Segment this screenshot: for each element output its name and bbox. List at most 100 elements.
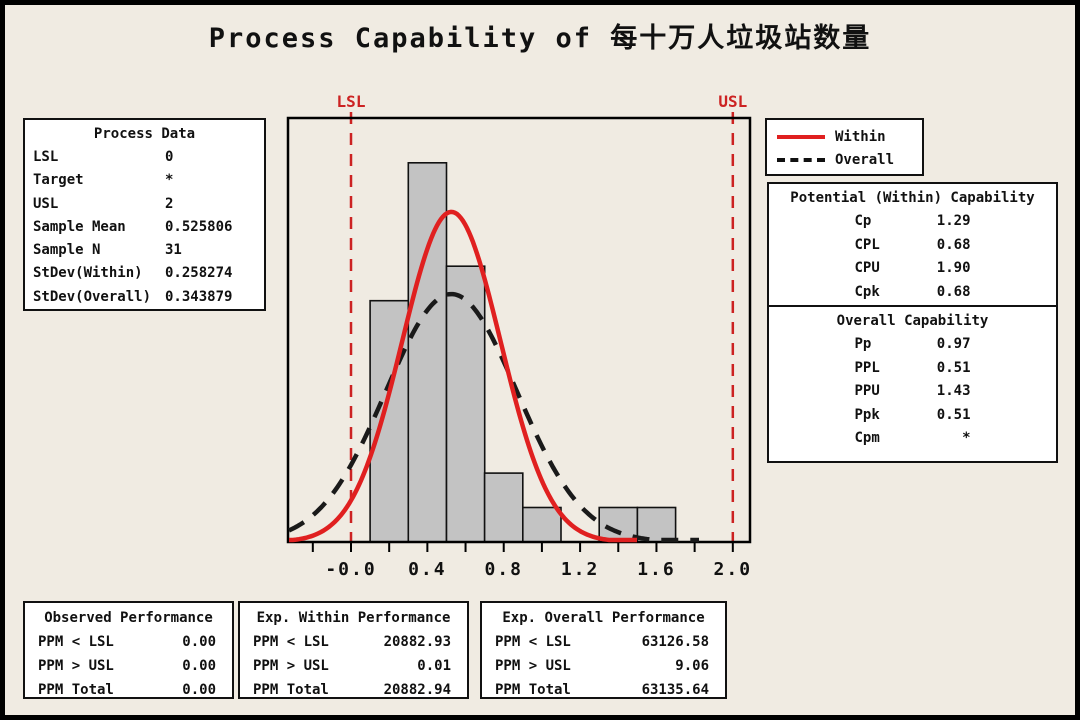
- process-data-panel: Process Data LSL 0 Target * USL 2 Sample Me…: [23, 118, 266, 311]
- process-data-row: Sample Mean 0.525806: [33, 216, 256, 239]
- process-data-row: Target *: [33, 169, 256, 192]
- exp-overall-performance-panel: Exp. Overall Performance PPM < LSL 63126.…: [480, 601, 727, 699]
- row-value: 63126.58: [641, 634, 709, 650]
- histogram-bar: [407, 162, 448, 543]
- overall-capability-title: Overall Capability: [836, 313, 989, 329]
- row-label: Ppk: [854, 406, 880, 423]
- histogram-bar: [636, 506, 677, 543]
- row-value: 63135.64: [641, 682, 709, 698]
- histogram-bar: [483, 472, 524, 543]
- row-label: PPM Total: [38, 682, 114, 698]
- row-value: 0.51: [936, 359, 971, 376]
- row-value: 1.29: [936, 213, 971, 229]
- process-data-title: Process Data: [93, 126, 196, 142]
- x-tick-label: 1.6: [637, 559, 676, 580]
- overall-curve: [288, 291, 699, 543]
- performance-row: PPM > USL 0.00: [25, 654, 232, 678]
- capability-row: Cp 1.29: [775, 210, 1050, 234]
- performance-row: PPM < LSL 20882.93: [240, 630, 467, 654]
- capability-row: Ppk 0.51: [775, 404, 1050, 428]
- row-value: 20882.93: [383, 634, 451, 650]
- row-value: 0.525806: [165, 218, 233, 235]
- row-value: 0.343879: [165, 288, 233, 305]
- performance-row: PPM < LSL 63126.58: [482, 630, 725, 654]
- row-value: 0.00: [182, 634, 216, 650]
- legend-item-overall: Overall: [777, 148, 912, 171]
- x-tick-label: 1.2: [561, 559, 600, 580]
- row-label: CPU: [854, 260, 880, 276]
- row-label: PPM < LSL: [38, 634, 114, 650]
- row-value: 0.258274: [165, 265, 233, 282]
- row-value: 0: [165, 149, 174, 165]
- x-tick-label: 2.0: [714, 559, 753, 580]
- capability-row: Cpm *: [775, 427, 1050, 451]
- row-value: 0.00: [182, 682, 216, 698]
- overall-line-swatch: [777, 157, 825, 162]
- row-value: 0.68: [936, 283, 971, 300]
- row-value: 0.68: [936, 236, 971, 253]
- row-label: PPM Total: [253, 682, 329, 698]
- row-value: *: [165, 172, 174, 189]
- exp-within-performance-title: Exp. Within Performance: [256, 610, 451, 626]
- process-data-row: LSL 0: [33, 146, 256, 169]
- row-value: 0.51: [936, 406, 971, 423]
- row-label: Cp: [854, 213, 872, 229]
- within-capability-section: Potential (Within) Capability Cp 1.29 CPL…: [769, 184, 1056, 307]
- row-value: 2: [165, 195, 174, 212]
- legend: Within Overall: [765, 118, 924, 176]
- row-label: Cpk: [854, 283, 880, 300]
- performance-row: PPM Total 63135.64: [482, 678, 725, 702]
- legend-label: Within: [835, 128, 886, 145]
- chart-title: Process Capability of 每十万人垃圾站数量: [208, 23, 872, 54]
- row-label: PPM > USL: [253, 658, 329, 674]
- capability-row: PPU 1.43: [775, 380, 1050, 404]
- capability-row: PPL 0.51: [775, 357, 1050, 381]
- performance-row: PPM Total 0.00: [25, 678, 232, 702]
- row-label: PPM > USL: [38, 658, 114, 674]
- row-label: PPL: [854, 359, 880, 376]
- capability-row: CPU 1.90: [775, 257, 1050, 281]
- row-label: PPM > USL: [495, 658, 571, 674]
- row-label: Pp: [854, 336, 872, 352]
- lsl-label: LSL: [337, 92, 366, 111]
- within-capability-title: Potential (Within) Capability: [790, 190, 1035, 206]
- process-data-row: StDev(Overall) 0.343879: [33, 286, 256, 309]
- row-value: 1.43: [936, 383, 971, 399]
- plot-border: [286, 116, 752, 544]
- row-label: Cpm: [854, 430, 880, 446]
- usl-label: USL: [718, 92, 747, 111]
- row-value: 1.90: [936, 260, 971, 276]
- capability-panel: Potential (Within) Capability Cp 1.29 CPL…: [767, 182, 1058, 463]
- histogram-bar: [521, 506, 562, 543]
- process-data-row: StDev(Within) 0.258274: [33, 262, 256, 285]
- exp-overall-performance-title: Exp. Overall Performance: [502, 610, 705, 626]
- row-label: PPM Total: [495, 682, 571, 698]
- row-label: PPU: [854, 383, 880, 399]
- row-value: 0.01: [417, 658, 451, 674]
- within-curve: [289, 209, 637, 543]
- exp-within-performance-panel: Exp. Within Performance PPM < LSL 20882.9…: [238, 601, 469, 699]
- capability-row: CPL 0.68: [775, 234, 1050, 258]
- row-value: 9.06: [675, 658, 709, 674]
- x-tick-label: -0.0: [325, 559, 376, 580]
- row-label: PPM < LSL: [253, 634, 329, 650]
- x-tick-label: 0.4: [408, 559, 447, 580]
- legend-item-within: Within: [777, 125, 912, 148]
- x-tick-label: 0.8: [484, 559, 523, 580]
- row-label: Target: [33, 172, 84, 189]
- row-label: Sample Mean: [33, 218, 126, 235]
- row-label: CPL: [854, 236, 880, 253]
- row-label: PPM < LSL: [495, 634, 571, 650]
- row-value: 0.00: [182, 658, 216, 674]
- observed-performance-panel: Observed Performance PPM < LSL 0.00 PPM >…: [23, 601, 234, 699]
- histogram-bar: [598, 506, 639, 543]
- row-value: *: [962, 430, 971, 446]
- process-data-row: USL 2: [33, 193, 256, 216]
- capability-row: Cpk 0.68: [775, 281, 1050, 305]
- performance-row: PPM Total 20882.94: [240, 678, 467, 702]
- row-label: StDev(Within): [33, 265, 143, 282]
- overall-capability-section: Overall Capability Pp 0.97 PPL 0.51 PPU 1.4…: [769, 307, 1056, 453]
- histogram-bar: [445, 265, 486, 543]
